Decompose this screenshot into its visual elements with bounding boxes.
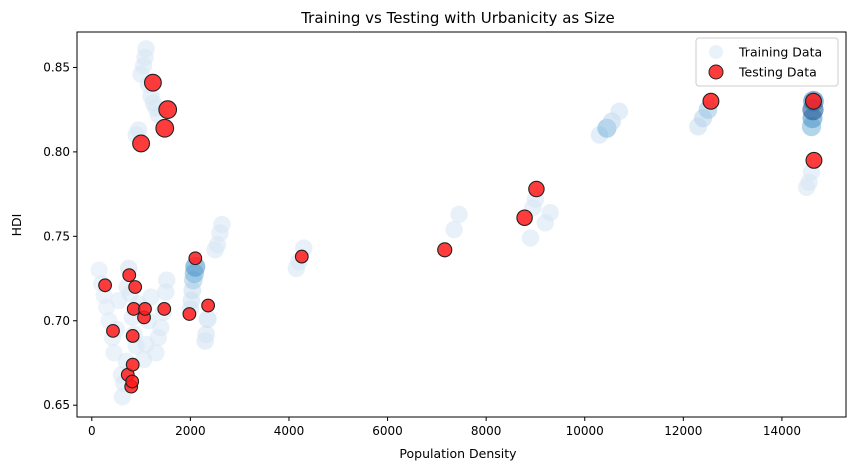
x-tick-label: 14000	[763, 424, 801, 438]
x-tick-label: 2000	[175, 424, 206, 438]
testing-point	[516, 209, 533, 226]
y-tick-label: 0.65	[43, 398, 70, 412]
x-axis-ticks: 0 2000 4000 6000 8000 10000 12000 14000	[88, 417, 801, 438]
testing-point	[702, 92, 720, 110]
training-point	[113, 388, 132, 406]
y-tick-label: 0.85	[43, 60, 70, 74]
testing-point	[98, 278, 112, 293]
chart-title: Training vs Testing with Urbanicity as S…	[300, 9, 615, 27]
training-point	[152, 318, 170, 337]
x-tick-label: 12000	[664, 424, 702, 438]
legend-box	[695, 37, 839, 87]
testing-point	[138, 302, 152, 316]
testing-point	[804, 92, 822, 110]
x-tick-label: 4000	[274, 424, 305, 438]
testing-point	[122, 268, 137, 283]
training-point	[158, 271, 176, 289]
training-point	[142, 288, 160, 306]
x-axis-label: Population Density	[399, 446, 517, 461]
testing-point	[188, 251, 203, 266]
testing-point	[155, 118, 175, 138]
training-point	[445, 220, 463, 239]
training-point	[213, 215, 231, 234]
legend-testing-label: Testing Data	[738, 65, 817, 80]
testing-point	[182, 307, 197, 321]
y-axis-label: HDI	[9, 214, 24, 237]
y-axis-ticks: 0.65 0.70 0.75 0.80 0.85	[43, 60, 77, 412]
training-point	[137, 40, 155, 58]
legend-training-label: Training Data	[738, 45, 822, 60]
training-point	[147, 344, 165, 362]
training-point	[90, 261, 108, 279]
testing-point	[143, 73, 162, 92]
testing-point	[437, 242, 453, 258]
training-point	[197, 325, 215, 344]
testing-point	[132, 134, 151, 153]
testing-point	[106, 323, 120, 338]
legend-testing-marker	[708, 64, 724, 80]
plot-points	[90, 40, 824, 406]
x-tick-label: 10000	[566, 424, 604, 438]
testing-point	[125, 357, 140, 372]
y-tick-label: 0.75	[43, 229, 70, 243]
y-tick-label: 0.80	[43, 145, 70, 159]
training-point	[105, 344, 123, 362]
y-tick-label: 0.70	[43, 314, 70, 328]
training-point	[129, 121, 148, 139]
training-point	[198, 310, 217, 329]
testing-point	[125, 374, 140, 389]
training-point	[521, 229, 540, 247]
x-tick-label: 6000	[372, 424, 403, 438]
plot-frame	[76, 31, 847, 418]
training-point	[610, 102, 629, 121]
x-tick-label: 0	[88, 424, 96, 438]
testing-point	[128, 280, 143, 294]
legend: Training Data Testing Data	[695, 37, 839, 87]
x-tick-label: 8000	[471, 424, 502, 438]
training-point	[450, 205, 468, 224]
testing-point	[805, 151, 823, 169]
testing-point	[528, 180, 545, 198]
testing-point	[158, 100, 178, 120]
testing-point	[201, 298, 216, 313]
testing-point	[157, 302, 172, 316]
training-point	[541, 203, 559, 222]
testing-point	[125, 329, 140, 343]
testing-point	[294, 249, 309, 264]
legend-training-marker	[709, 45, 723, 59]
